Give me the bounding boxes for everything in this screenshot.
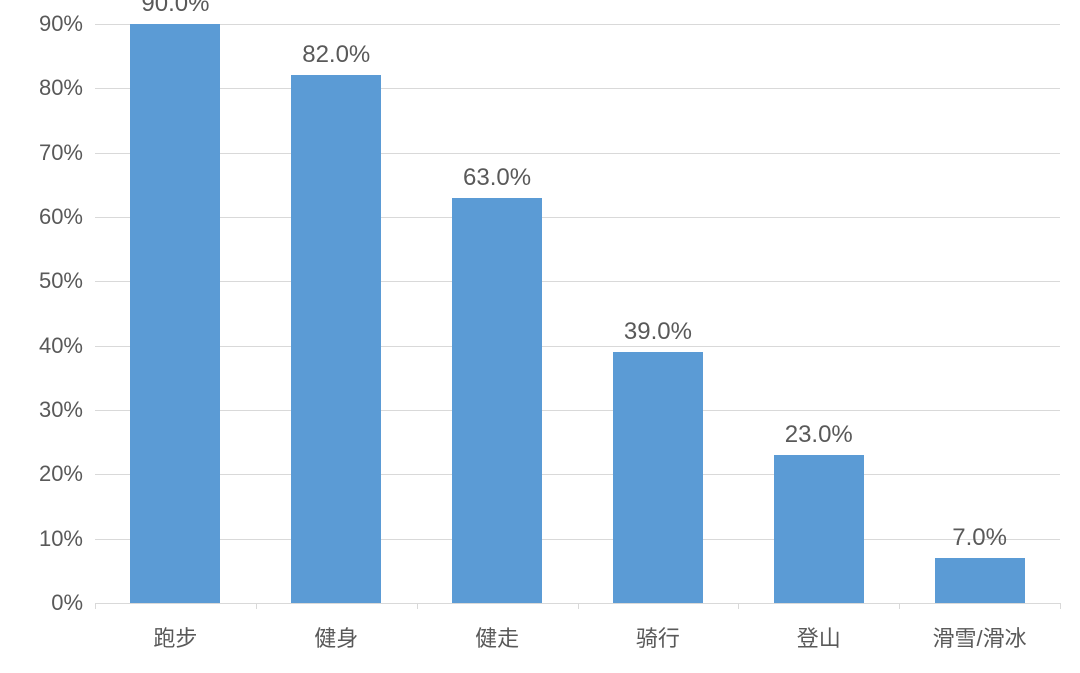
gridline xyxy=(95,88,1060,89)
gridline xyxy=(95,410,1060,411)
x-tick-mark xyxy=(1060,603,1061,609)
x-tick-label: 骑行 xyxy=(636,621,680,653)
y-tick-label: 80% xyxy=(39,75,83,101)
gridline xyxy=(95,24,1060,25)
gridline xyxy=(95,539,1060,540)
gridline xyxy=(95,153,1060,154)
y-tick-label: 90% xyxy=(39,11,83,37)
gridline xyxy=(95,217,1060,218)
y-tick-label: 60% xyxy=(39,204,83,230)
y-tick-label: 70% xyxy=(39,140,83,166)
bar-chart: 0% 10% 20% 30% 40% 50% 60% 70% 80% 90% 90.0% 跑步 82.0… xyxy=(0,0,1080,673)
x-tick-label: 滑雪/滑冰 xyxy=(933,621,1027,653)
x-tick-label: 健身 xyxy=(314,621,358,653)
data-label: 39.0% xyxy=(624,318,692,346)
y-tick-label: 30% xyxy=(39,397,83,423)
data-label: 23.0% xyxy=(785,421,853,449)
data-label: 63.0% xyxy=(463,164,531,192)
bar xyxy=(452,198,542,603)
x-tick-label: 健走 xyxy=(475,621,519,653)
data-label: 82.0% xyxy=(302,41,370,69)
data-label: 7.0% xyxy=(952,524,1007,552)
gridline xyxy=(95,346,1060,347)
x-tick-label: 跑步 xyxy=(153,621,197,653)
y-tick-label: 50% xyxy=(39,268,83,294)
bar xyxy=(130,24,220,603)
bar xyxy=(291,75,381,603)
x-tick-label: 登山 xyxy=(797,621,841,653)
y-tick-label: 10% xyxy=(39,526,83,552)
y-tick-label: 40% xyxy=(39,333,83,359)
gridline xyxy=(95,474,1060,475)
bar xyxy=(774,455,864,603)
data-label: 90.0% xyxy=(141,0,209,18)
x-axis xyxy=(95,603,1060,604)
y-tick-label: 20% xyxy=(39,461,83,487)
bar xyxy=(613,352,703,603)
gridline xyxy=(95,281,1060,282)
y-tick-label: 0% xyxy=(51,590,83,616)
bar xyxy=(935,558,1025,603)
